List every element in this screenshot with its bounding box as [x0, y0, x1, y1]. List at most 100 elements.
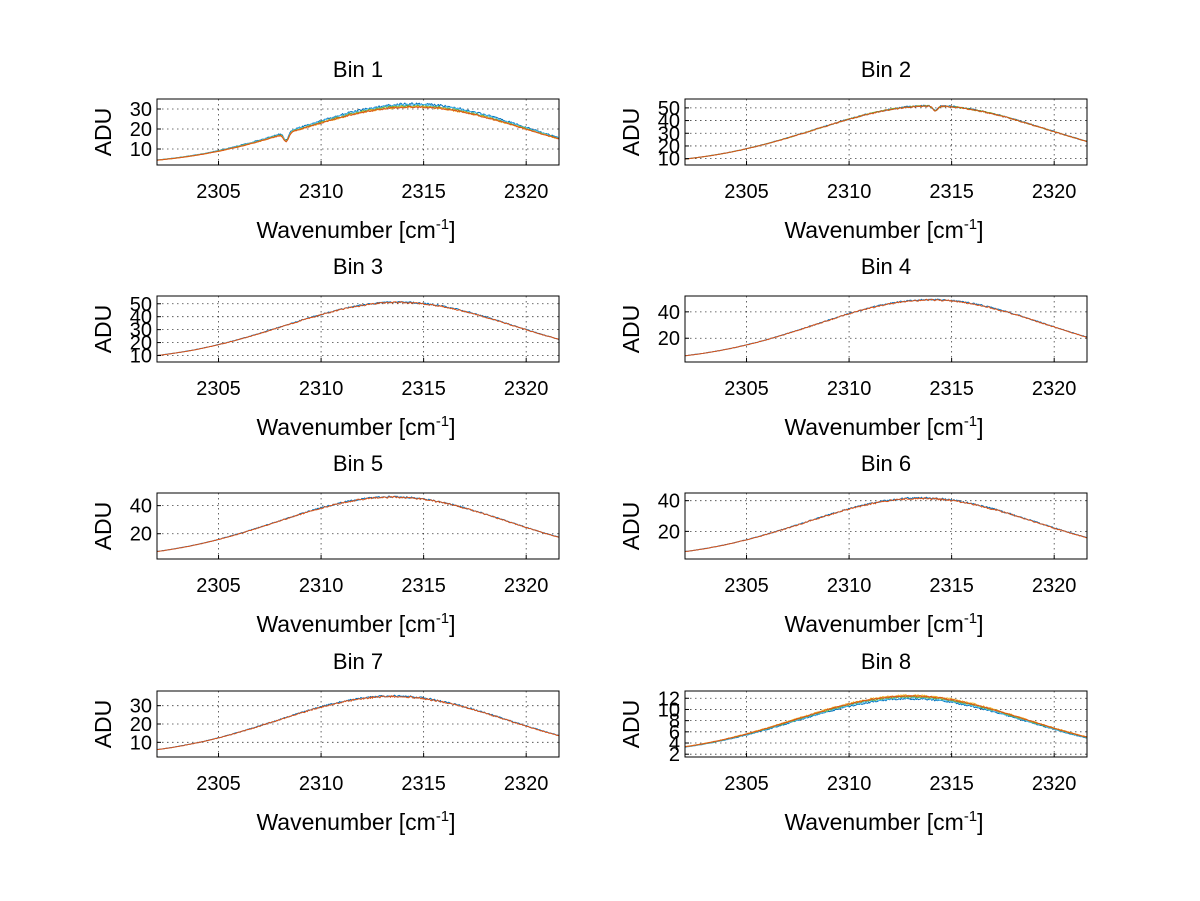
- subplot-title: Bin 2: [861, 57, 911, 82]
- series-line-1: [156, 102, 560, 161]
- y-tick-label: 2: [669, 744, 680, 766]
- x-tick-label: 2320: [504, 378, 549, 400]
- x-tick-label: 2320: [504, 575, 549, 597]
- y-tick-label: 10: [658, 149, 680, 171]
- subplot-title: Bin 1: [333, 57, 383, 82]
- y-tick-label: 4: [669, 733, 680, 755]
- axes-box: [156, 492, 560, 560]
- axes-box: [156, 98, 560, 166]
- axes-box: [684, 690, 1088, 758]
- series-line-5: [156, 105, 560, 161]
- x-tick-label: 2315: [929, 181, 974, 203]
- series-line-1: [156, 495, 560, 552]
- y-tick-label: 20: [130, 119, 152, 141]
- y-axis-label: ADU: [90, 108, 116, 157]
- x-tick-label: 2310: [827, 378, 872, 400]
- axes-box: [156, 295, 560, 363]
- x-tick-label: 2305: [196, 181, 241, 203]
- x-tick-label: 2310: [299, 773, 344, 795]
- x-tick-label: 2305: [724, 773, 769, 795]
- y-axis-label: ADU: [618, 700, 644, 749]
- x-tick-label: 2305: [196, 575, 241, 597]
- x-tick-label: 2305: [724, 378, 769, 400]
- y-tick-label: 40: [130, 496, 152, 518]
- y-tick-label: 30: [130, 320, 152, 342]
- x-tick-label: 2315: [929, 773, 974, 795]
- x-tick-label: 2320: [1032, 575, 1077, 597]
- x-tick-label: 2320: [1032, 181, 1077, 203]
- y-tick-label: 40: [658, 111, 680, 133]
- y-tick-label: 30: [130, 696, 152, 718]
- y-axis-label: ADU: [618, 305, 644, 354]
- y-tick-label: 40: [130, 307, 152, 329]
- series-line-1: [156, 301, 560, 356]
- y-axis-label: ADU: [90, 502, 116, 551]
- x-tick-label: 2305: [196, 378, 241, 400]
- y-tick-label: 8: [669, 711, 680, 733]
- subplot-title: Bin 3: [333, 254, 383, 279]
- y-tick-label: 10: [130, 139, 152, 161]
- y-tick-label: 10: [130, 732, 152, 754]
- axes-box: [684, 295, 1088, 363]
- x-tick-label: 2320: [1032, 773, 1077, 795]
- y-tick-label: 40: [658, 302, 680, 324]
- x-axis-label: Wavenumber [cm-1]: [784, 808, 983, 835]
- x-axis-label: Wavenumber [cm-1]: [784, 413, 983, 440]
- series-line-2: [684, 104, 1088, 160]
- y-axis-label: ADU: [90, 305, 116, 354]
- x-tick-label: 2315: [929, 378, 974, 400]
- x-tick-label: 2315: [401, 773, 446, 795]
- series-line-5: [684, 695, 1088, 748]
- series-line-2: [156, 495, 560, 553]
- x-tick-label: 2310: [827, 575, 872, 597]
- y-axis-label: ADU: [90, 700, 116, 749]
- series-line-2: [156, 695, 560, 751]
- x-tick-label: 2305: [196, 773, 241, 795]
- subplot-6: 2305 2310 2315 2320 20 40 Bin 6 Wavenumber [cm-…: [618, 451, 1088, 637]
- x-tick-label: 2320: [504, 773, 549, 795]
- x-tick-label: 2320: [1032, 378, 1077, 400]
- axes-box: [684, 492, 1088, 560]
- subplot-4: 2305 2310 2315 2320 20 40 Bin 4 Wavenumber [cm-…: [618, 254, 1088, 440]
- x-tick-label: 2315: [401, 181, 446, 203]
- series-line-1: [684, 298, 1088, 357]
- y-tick-label: 20: [130, 524, 152, 546]
- x-tick-label: 2315: [929, 575, 974, 597]
- x-axis-label: Wavenumber [cm-1]: [784, 216, 983, 243]
- x-axis-label: Wavenumber [cm-1]: [256, 413, 455, 440]
- x-tick-label: 2315: [401, 378, 446, 400]
- y-tick-label: 20: [130, 714, 152, 736]
- axes-box: [684, 98, 1088, 166]
- subplot-5: 2305 2310 2315 2320 20 40 Bin 5 Wavenumber [cm-…: [90, 451, 560, 637]
- x-axis-label: Wavenumber [cm-1]: [256, 808, 455, 835]
- y-tick-label: 40: [658, 491, 680, 513]
- x-tick-label: 2310: [299, 181, 344, 203]
- series-line-2: [684, 696, 1088, 748]
- subplot-title: Bin 4: [861, 254, 911, 279]
- x-axis-label: Wavenumber [cm-1]: [784, 610, 983, 637]
- y-tick-label: 20: [658, 521, 680, 543]
- y-tick-label: 50: [130, 294, 152, 316]
- x-axis-label: Wavenumber [cm-1]: [256, 610, 455, 637]
- y-tick-label: 20: [658, 328, 680, 350]
- x-tick-label: 2310: [299, 575, 344, 597]
- y-tick-label: 20: [658, 136, 680, 158]
- subplot-title: Bin 6: [861, 451, 911, 476]
- series-line-1: [156, 694, 560, 750]
- x-tick-label: 2315: [401, 575, 446, 597]
- series-line-3: [684, 105, 1088, 160]
- y-tick-label: 10: [658, 699, 680, 721]
- series-line-1: [684, 697, 1088, 748]
- y-tick-label: 30: [130, 99, 152, 121]
- x-tick-label: 2305: [724, 181, 769, 203]
- x-tick-label: 2305: [724, 575, 769, 597]
- y-axis-label: ADU: [618, 502, 644, 551]
- subplot-title: Bin 8: [861, 649, 911, 674]
- series-line-1: [685, 104, 1088, 160]
- subplot-title: Bin 5: [333, 451, 383, 476]
